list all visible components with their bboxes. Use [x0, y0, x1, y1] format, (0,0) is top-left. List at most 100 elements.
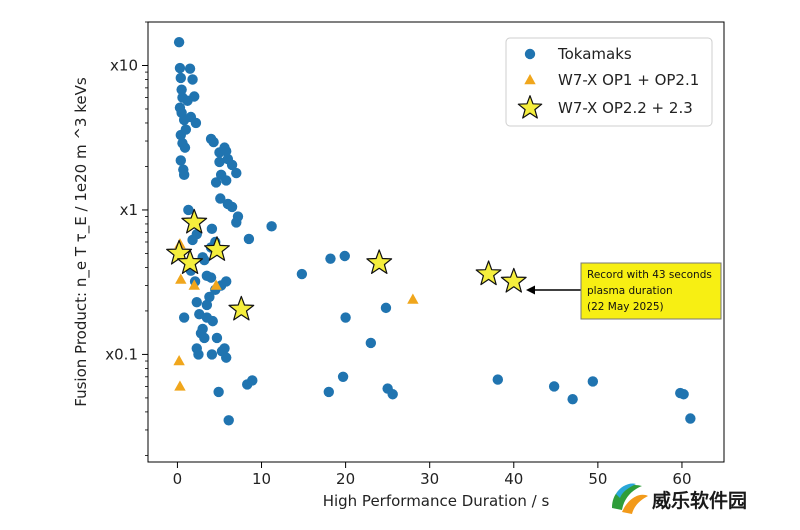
circle-point: [208, 136, 219, 148]
axes-layer: 0 10 20 30 40 50 60 x10 x1 x0.1: [105, 21, 692, 488]
circle-point: [175, 72, 186, 84]
circle-point: [226, 159, 238, 171]
annotation-line-1: Record with 43 seconds: [587, 269, 712, 281]
circle-point: [207, 315, 218, 327]
annotation-arrow-head: [526, 285, 535, 295]
circle-point: [215, 193, 226, 204]
circle-point: [223, 415, 234, 426]
circle-point: [184, 63, 196, 74]
annotation-line-2: plasma duration: [587, 285, 673, 297]
legend-marker-circle: [524, 48, 536, 60]
circle-point: [191, 296, 202, 308]
circle-point: [226, 201, 238, 213]
x-tick-label: 50: [588, 470, 607, 488]
star-point: [228, 295, 255, 321]
legend-box: [505, 37, 713, 127]
circle-point: [214, 156, 225, 168]
series-2: [166, 208, 527, 321]
circle-point: [213, 386, 224, 398]
legend-label-tokamaks: Tokamaks: [557, 45, 632, 63]
watermark: 威乐软件园: [609, 481, 747, 519]
legend: Tokamaks W7-X OP1 + OP2.1 W7-X OP2.2 + 2…: [505, 37, 713, 127]
triangle-point: [210, 279, 222, 290]
x-tick-label: 10: [252, 470, 271, 488]
circle-point: [243, 233, 255, 245]
star-point: [177, 249, 203, 274]
circle-point: [221, 352, 232, 363]
star-point: [181, 208, 208, 234]
circle-point: [175, 129, 186, 141]
circle-point: [685, 413, 696, 424]
circle-point: [221, 175, 232, 186]
watermark-logo-icon: [609, 481, 648, 519]
circle-point: [182, 95, 193, 106]
x-tick-label: 40: [504, 470, 523, 488]
circle-point: [339, 250, 350, 262]
annotation-line-3: (22 May 2025): [587, 301, 664, 313]
circle-point: [678, 389, 689, 400]
x-tick-label: 60: [672, 470, 691, 488]
legend-marker-triangle: [524, 74, 536, 85]
circle-point: [296, 268, 308, 280]
circle-point: [231, 167, 242, 179]
legend-markers: [517, 48, 543, 119]
circle-point: [205, 272, 217, 283]
circle-point: [190, 117, 202, 129]
circle-point: [323, 386, 334, 398]
circle-point: [210, 177, 222, 188]
y-axis-label: Fusion Product: n_e T τ_E / 1e20 m ^3 ke…: [72, 77, 91, 407]
circle-point: [247, 375, 258, 386]
circle-point: [201, 299, 213, 311]
watermark-text: 威乐软件园: [652, 489, 747, 512]
legend-marker-star: [517, 95, 543, 119]
circle-point: [587, 376, 599, 387]
y-tick-label: x1: [120, 201, 138, 219]
annotation-box: [580, 262, 722, 320]
circle-point: [179, 142, 191, 153]
star-point: [366, 249, 393, 274]
triangle-point: [175, 273, 187, 284]
series-0: [173, 36, 696, 426]
x-tick-label: 0: [173, 470, 183, 488]
triangle-point: [174, 380, 186, 391]
circle-point: [178, 312, 190, 323]
circle-point: [221, 276, 232, 287]
circle-point: [183, 204, 194, 216]
circle-point: [176, 84, 187, 95]
circle-point: [492, 374, 504, 385]
triangle-point: [173, 355, 185, 366]
y-tick-label: x0.1: [105, 345, 138, 363]
circle-point: [173, 36, 185, 48]
circle-point: [387, 389, 398, 400]
circle-point: [175, 155, 186, 166]
circle-point: [231, 217, 242, 228]
circle-point: [340, 312, 351, 323]
x-tick-label: 20: [336, 470, 355, 488]
circle-point: [193, 349, 204, 360]
circle-point: [380, 302, 392, 314]
y-tick-label: x10: [110, 56, 138, 74]
circle-point: [325, 253, 336, 264]
circle-point: [178, 169, 190, 181]
circle-point: [221, 146, 232, 157]
triangle-point: [188, 279, 200, 290]
x-tick-label: 30: [420, 470, 439, 488]
points-layer: [166, 36, 696, 426]
circle-point: [204, 291, 215, 303]
legend-label-w7x-op1: W7-X OP1 + OP2.1: [558, 71, 699, 89]
circle-point: [337, 371, 349, 382]
circle-point: [187, 74, 198, 85]
series-1: [173, 238, 419, 391]
circle-point: [206, 349, 218, 360]
circle-point: [266, 221, 277, 232]
record-annotation: Record with 43 seconds plasma duration (…: [526, 262, 722, 320]
star-point: [204, 236, 230, 261]
x-axis-label: High Performance Duration / s: [323, 492, 550, 510]
circle-point: [548, 381, 560, 392]
star-point: [475, 260, 502, 286]
circle-point: [206, 223, 218, 235]
circle-point: [199, 332, 210, 344]
legend-label-w7x-op22: W7-X OP2.2 + 2.3: [558, 99, 693, 117]
circle-point: [567, 393, 578, 405]
